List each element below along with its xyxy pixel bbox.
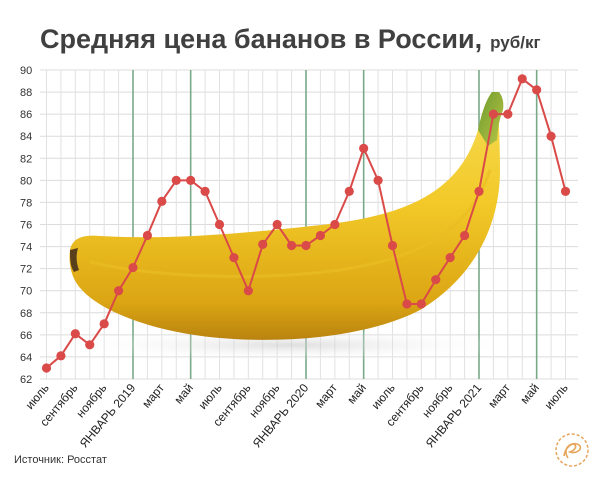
y-tick-label: 72 (20, 264, 32, 276)
y-tick-label: 82 (20, 153, 32, 165)
data-point (214, 219, 225, 230)
data-point (387, 240, 398, 251)
data-point (200, 186, 210, 196)
data-point (330, 219, 340, 230)
data-point (113, 286, 124, 296)
data-point (445, 253, 455, 263)
y-tick-label: 76 (20, 220, 32, 232)
y-tick-label: 84 (20, 131, 32, 143)
source-note: Источник: Росстат (14, 454, 107, 466)
data-point (157, 196, 167, 206)
data-point (373, 175, 383, 185)
data-point (186, 175, 196, 185)
x-tick-label: июль (542, 381, 571, 412)
y-tick-label: 78 (20, 197, 32, 209)
title-text: Средняя цена бананов в России, (40, 24, 483, 54)
data-point (70, 329, 80, 339)
publisher-logo (555, 433, 589, 467)
data-point (359, 143, 369, 153)
x-tick-label: май (517, 381, 542, 407)
title-unit: руб/кг (490, 33, 541, 52)
data-point (488, 109, 499, 119)
x-tick-label: март (312, 381, 340, 411)
x-tick-label: май (171, 381, 196, 407)
data-point (344, 186, 354, 196)
y-tick-label: 74 (20, 242, 32, 254)
data-point (503, 109, 513, 119)
data-point (532, 85, 542, 95)
banana-stem (478, 92, 504, 146)
data-point (128, 262, 138, 273)
banana-tip (70, 248, 79, 272)
x-tick-label: март (139, 381, 167, 411)
data-point (258, 239, 268, 249)
data-point (560, 186, 571, 196)
data-point (315, 230, 326, 241)
y-tick-label: 64 (20, 352, 32, 364)
data-point (459, 230, 470, 241)
data-point (431, 275, 441, 285)
banana-ridge (89, 169, 492, 278)
y-tick-label: 70 (20, 286, 32, 298)
y-tick-label: 86 (20, 109, 32, 121)
data-point (517, 74, 527, 84)
data-point (402, 299, 412, 309)
data-point (272, 219, 282, 230)
data-point (229, 253, 239, 263)
data-point (416, 299, 426, 309)
data-point (301, 240, 311, 251)
data-point (99, 319, 109, 329)
banana-body (69, 92, 500, 340)
data-point (142, 230, 153, 241)
y-tick-label: 66 (20, 330, 32, 342)
chart-title: Средняя цена бананов в России, руб/кг (40, 24, 541, 55)
data-point (546, 131, 556, 141)
y-tick-label: 80 (20, 175, 32, 187)
data-point (243, 286, 253, 296)
y-tick-label: 68 (20, 308, 32, 320)
data-point (56, 351, 66, 361)
banana-shadow (60, 329, 520, 361)
data-point (41, 363, 52, 373)
y-tick-label: 62 (20, 374, 32, 386)
y-tick-label: 90 (20, 65, 32, 77)
data-point (474, 186, 484, 196)
data-point (286, 240, 297, 251)
banana-illustration (60, 92, 520, 361)
y-tick-label: 88 (20, 87, 32, 99)
data-point (85, 340, 95, 350)
data-point (171, 175, 181, 185)
x-tick-label: март (485, 381, 513, 411)
x-tick-label: май (344, 381, 369, 407)
